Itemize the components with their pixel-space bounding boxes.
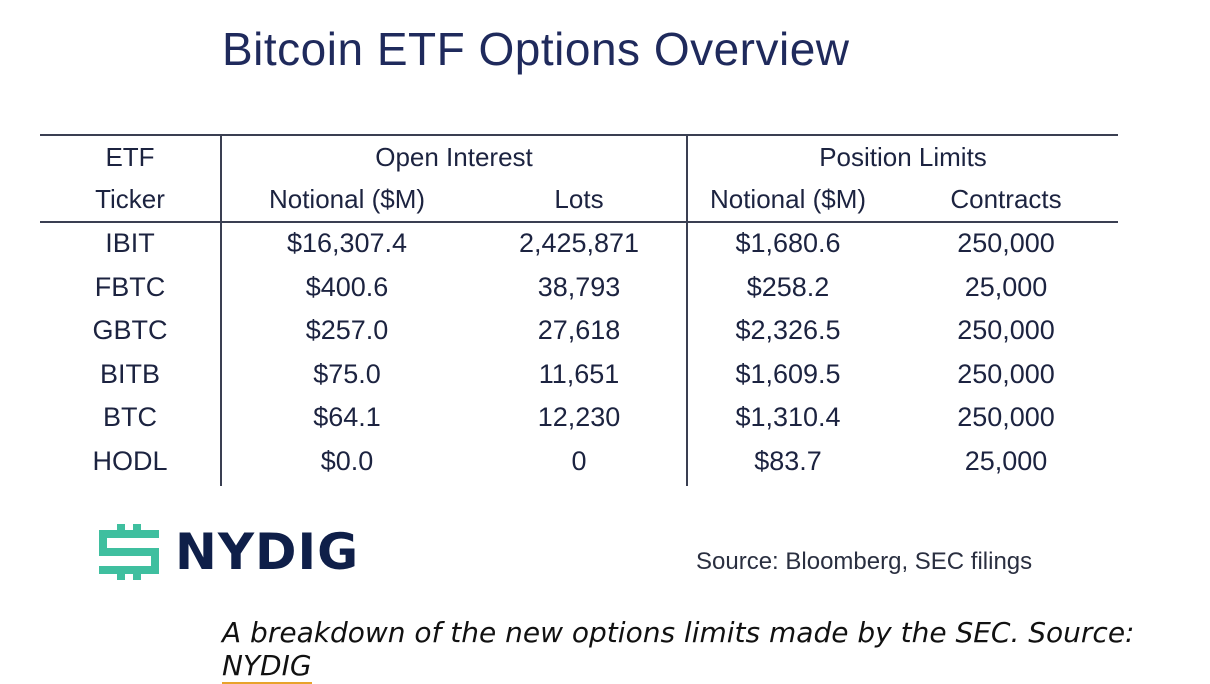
- nydig-logo: NYDIG: [93, 520, 359, 584]
- cell-ticker: GBTC: [92, 315, 168, 346]
- header-position-limits: Position Limits: [819, 142, 987, 172]
- header-etf: ETF: [105, 142, 155, 172]
- cell-oi-notional: $64.1: [313, 402, 381, 433]
- cell-pl-contracts: 250,000: [957, 315, 1055, 346]
- cell-ticker: FBTC: [94, 271, 166, 302]
- header-ticker: Ticker: [95, 184, 165, 214]
- cell-pl-notional: $2,326.5: [735, 315, 841, 346]
- cell-pl-notional: $83.7: [754, 446, 822, 476]
- table-header-rule: [40, 221, 1118, 223]
- cell-ticker: IBIT: [105, 228, 155, 258]
- cell-ticker: HODL: [92, 446, 168, 476]
- cell-ticker: BITB: [99, 358, 160, 389]
- cell-pl-contracts: 250,000: [957, 358, 1055, 389]
- cell-oi-notional: $16,307.4: [286, 228, 408, 258]
- caption-text: A breakdown of the new options limits ma…: [222, 616, 1135, 649]
- image-caption: A breakdown of the new options limits ma…: [222, 616, 1210, 684]
- header-oi-lots: Lots: [554, 184, 604, 214]
- cell-oi-notional: $75.0: [313, 358, 381, 389]
- cell-oi-notional: $257.0: [305, 315, 389, 346]
- header-oi-notional: Notional ($M): [268, 184, 426, 214]
- cell-ticker: BTC: [103, 402, 157, 433]
- cell-oi-lots: 38,793: [537, 271, 621, 302]
- cell-pl-contracts: 250,000: [957, 402, 1055, 433]
- cell-pl-notional: $258.2: [746, 271, 830, 302]
- cell-oi-notional: $400.6: [305, 271, 389, 302]
- cell-pl-notional: $1,310.4: [735, 402, 841, 433]
- cell-oi-lots: 11,651: [538, 358, 620, 389]
- cell-oi-lots: 12,230: [537, 402, 621, 433]
- header-open-interest: Open Interest: [375, 142, 533, 172]
- cell-oi-notional: $0.0: [320, 446, 374, 476]
- caption-source-link[interactable]: NYDIG: [222, 649, 312, 684]
- cell-pl-contracts: 250,000: [957, 228, 1055, 258]
- cell-oi-lots: 2,425,871: [518, 228, 640, 258]
- table-divider-1: [220, 136, 222, 486]
- cell-pl-contracts: 25,000: [964, 446, 1048, 476]
- cell-pl-contracts: 25,000: [964, 271, 1048, 302]
- cell-oi-lots: 27,618: [537, 315, 621, 346]
- cell-oi-lots: 0: [571, 446, 587, 476]
- source-note: Source: Bloomberg, SEC filings: [696, 548, 1033, 575]
- cell-pl-notional: $1,680.6: [735, 228, 841, 258]
- header-pl-contracts: Contracts: [950, 184, 1062, 214]
- table-divider-2: [686, 136, 688, 486]
- nydig-logo-icon: [93, 520, 165, 584]
- header-pl-notional: Notional ($M): [709, 184, 867, 214]
- nydig-wordmark: NYDIG: [175, 523, 360, 581]
- page-title: Bitcoin ETF Options Overview: [222, 23, 850, 75]
- table-top-rule: [40, 134, 1118, 136]
- cell-pl-notional: $1,609.5: [735, 358, 841, 389]
